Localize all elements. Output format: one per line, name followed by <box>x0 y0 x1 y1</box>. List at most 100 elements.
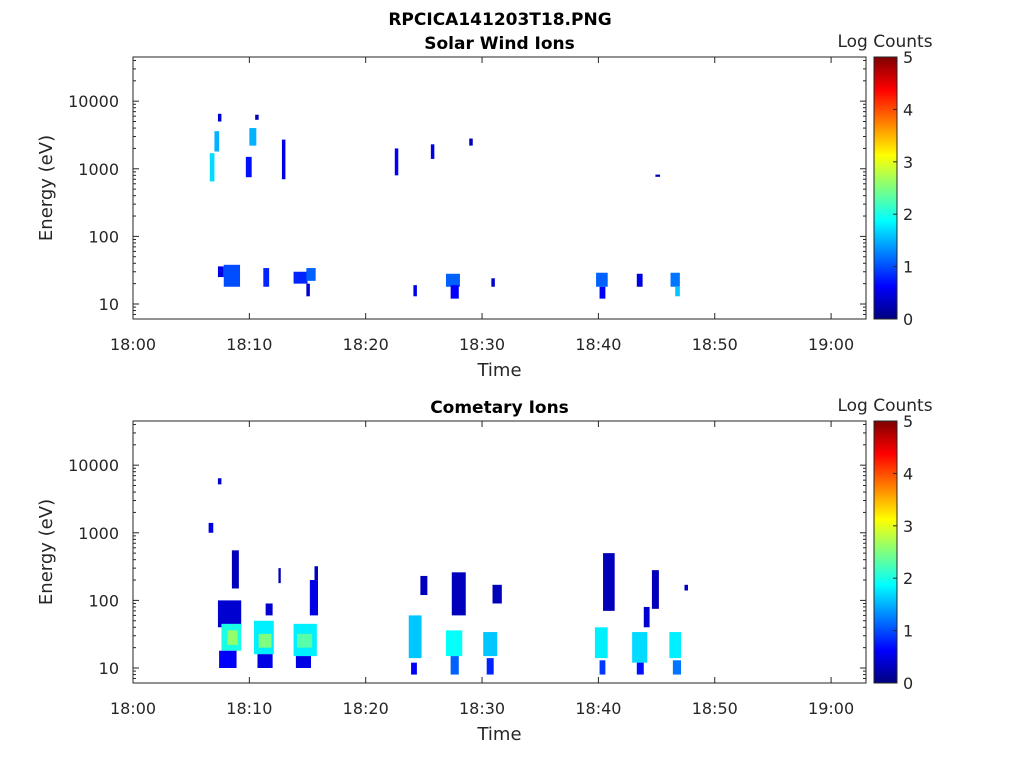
colorbar-tick-label: 0 <box>903 310 913 329</box>
heatmap-cell <box>245 156 252 178</box>
x-tick-label: 18:10 <box>226 699 272 718</box>
solar-wind-panel: 18:00 18:10 18:20 18:30 18:40 18:50 19:0010100… <box>36 32 933 381</box>
colorbar-label: Log Counts <box>837 32 932 52</box>
heatmap-cell <box>306 283 310 297</box>
heatmap-cell <box>420 575 428 596</box>
heatmap-cell <box>217 478 222 485</box>
panel-title: Cometary Ions <box>430 398 569 418</box>
heatmap-cell <box>675 286 680 297</box>
heatmap-cell <box>314 566 318 581</box>
colorbar <box>873 56 898 320</box>
heatmap-cell <box>492 584 502 604</box>
colorbar-tick-label: 4 <box>903 100 913 119</box>
heatmap-cell <box>599 286 606 299</box>
heatmap-cell <box>297 633 313 648</box>
heatmap-cell <box>255 114 259 120</box>
heatmap-cell <box>450 656 459 675</box>
heatmap-cell <box>281 139 286 180</box>
heatmap-cell <box>278 568 281 584</box>
plot-frame <box>132 420 867 684</box>
colorbar <box>873 420 898 684</box>
heatmap-cell <box>643 606 650 628</box>
heatmap-cell <box>451 572 466 616</box>
heatmap-cell <box>684 584 688 591</box>
y-tick-label: 1000 <box>78 524 119 543</box>
colorbar-tick-label: 3 <box>903 517 913 536</box>
heatmap-cell <box>219 650 237 669</box>
colorbar-tick-label: 0 <box>903 674 913 693</box>
heatmap-cell <box>208 522 214 533</box>
heatmap-cell <box>309 580 318 616</box>
x-tick-label: 18:00 <box>110 335 156 354</box>
heatmap-cell <box>491 278 495 287</box>
heatmap-cell <box>265 603 273 616</box>
heatmap-cell <box>636 662 644 675</box>
heatmap-cell <box>263 268 270 287</box>
x-tick-label: 18:20 <box>343 335 389 354</box>
y-tick-label: 10 <box>99 659 119 678</box>
x-tick-label: 18:50 <box>692 699 738 718</box>
heatmap-cell <box>469 138 473 146</box>
y-tick-label: 100 <box>88 591 119 610</box>
y-tick-label: 10 <box>99 295 119 314</box>
x-axis-label: Time <box>476 724 521 745</box>
x-tick-label: 18:30 <box>459 335 505 354</box>
x-tick-label: 18:20 <box>343 699 389 718</box>
colorbar-tick-label: 1 <box>903 622 913 641</box>
heatmap-cell <box>217 266 224 278</box>
heatmap-cell <box>306 268 316 281</box>
heatmap-cell <box>670 272 680 287</box>
colorbar-tick-label: 4 <box>903 464 913 483</box>
heatmap-cell <box>223 264 241 287</box>
x-tick-label: 18:30 <box>459 699 505 718</box>
heatmap-cell <box>257 654 273 669</box>
heatmap-cell <box>450 285 459 299</box>
heatmap-cell <box>231 550 239 589</box>
heatmap-cell <box>217 600 242 628</box>
x-tick-label: 18:40 <box>575 335 621 354</box>
x-tick-label: 18:10 <box>226 335 272 354</box>
heatmap-cell <box>599 660 606 675</box>
heatmap-cell <box>227 630 238 645</box>
heatmap-cell <box>594 627 608 659</box>
colorbar-tick-label: 5 <box>903 412 913 431</box>
colorbar-tick-label: 1 <box>903 258 913 277</box>
heatmap-cell <box>669 632 682 659</box>
heatmap-cell <box>408 615 422 659</box>
heatmap-cell <box>483 632 498 657</box>
heatmap-cell <box>209 153 215 182</box>
x-tick-label: 19:00 <box>808 335 854 354</box>
colorbar-label: Log Counts <box>837 396 932 416</box>
x-tick-label: 18:00 <box>110 699 156 718</box>
plot-frame <box>132 56 867 320</box>
colorbar-tick-label: 2 <box>903 205 913 224</box>
heatmap-cell <box>632 632 648 663</box>
panel-title: Solar Wind Ions <box>424 34 575 54</box>
heatmap-cell <box>217 113 222 122</box>
heatmap-cell <box>411 662 417 675</box>
colorbar-tick-label: 2 <box>903 569 913 588</box>
heatmap-cell <box>486 658 494 675</box>
y-axis-label: Energy (eV) <box>36 499 57 605</box>
x-tick-label: 19:00 <box>808 699 854 718</box>
heatmap-cell <box>394 148 399 176</box>
figure-title: RPCICA141203T18.PNG <box>388 10 611 30</box>
heatmap-cell <box>413 285 417 297</box>
colorbar-tick-label: 3 <box>903 153 913 172</box>
heatmap-cell <box>295 656 312 669</box>
heatmap-cell <box>430 144 435 159</box>
heatmap-cell <box>445 273 460 287</box>
heatmap-cell <box>655 174 661 177</box>
x-axis-label: Time <box>476 360 521 381</box>
heatmap-cell <box>445 630 463 657</box>
y-tick-label: 100 <box>88 227 119 246</box>
x-tick-label: 18:40 <box>575 699 621 718</box>
heatmap-cell <box>603 553 615 611</box>
heatmap-cell <box>258 633 272 648</box>
colorbar-tick-label: 5 <box>903 48 913 67</box>
heatmap-cell <box>651 570 659 609</box>
y-tick-label: 10000 <box>68 456 119 475</box>
heatmap-cell <box>214 131 220 152</box>
y-axis-label: Energy (eV) <box>36 135 57 241</box>
